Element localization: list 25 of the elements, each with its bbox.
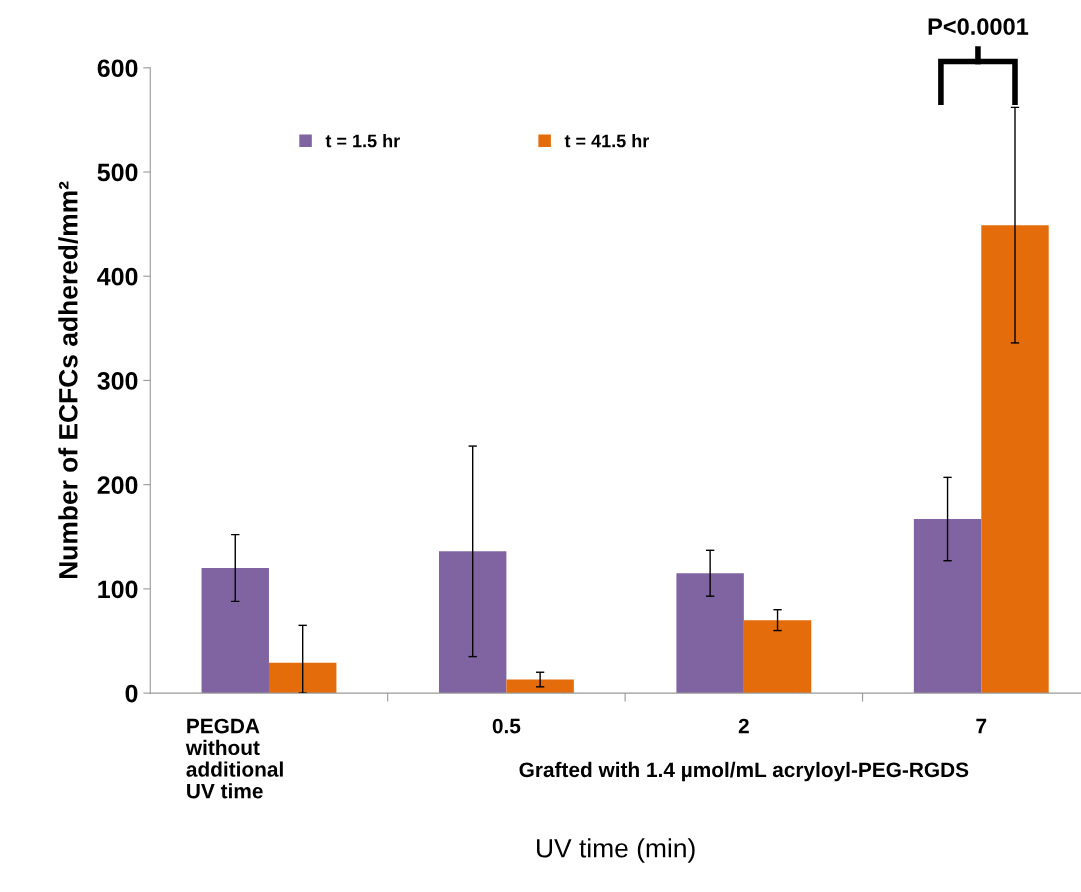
bar — [913, 519, 982, 694]
x-tick-label: 7 — [976, 718, 987, 734]
text: Grafted with 1.4 µmol/mL acryloyl-PEG-RGDS — [519, 761, 969, 782]
bar — [268, 662, 337, 694]
y-tick-label: 200 — [97, 476, 138, 494]
x-tick-label: 2 — [738, 718, 749, 734]
y-tick-label: 300 — [97, 372, 138, 390]
bar — [676, 573, 744, 694]
legend-label: t = 41.5 hr — [564, 134, 650, 148]
y-tick-label: 600 — [97, 59, 138, 78]
bar — [438, 551, 507, 694]
y-tick-label: 500 — [97, 163, 138, 182]
legend-label: t = 1.5 hr — [325, 134, 400, 148]
text: P<0.0001 — [928, 18, 1029, 35]
x-tick-label: 0.5 — [492, 718, 521, 734]
x-axis-title: UV time (min) — [537, 838, 695, 863]
bar — [201, 568, 269, 694]
bar — [981, 225, 1049, 694]
y-axis-title: Number of ECFCs adhered/mm² — [58, 181, 78, 579]
bar — [743, 620, 812, 694]
bar — [506, 679, 574, 694]
y-tick-label: 0 — [125, 684, 138, 703]
y-tick-label: 400 — [97, 267, 138, 286]
x-tick-label: PEGDA without additional UV time — [185, 718, 283, 799]
y-tick-label: 100 — [98, 580, 138, 599]
